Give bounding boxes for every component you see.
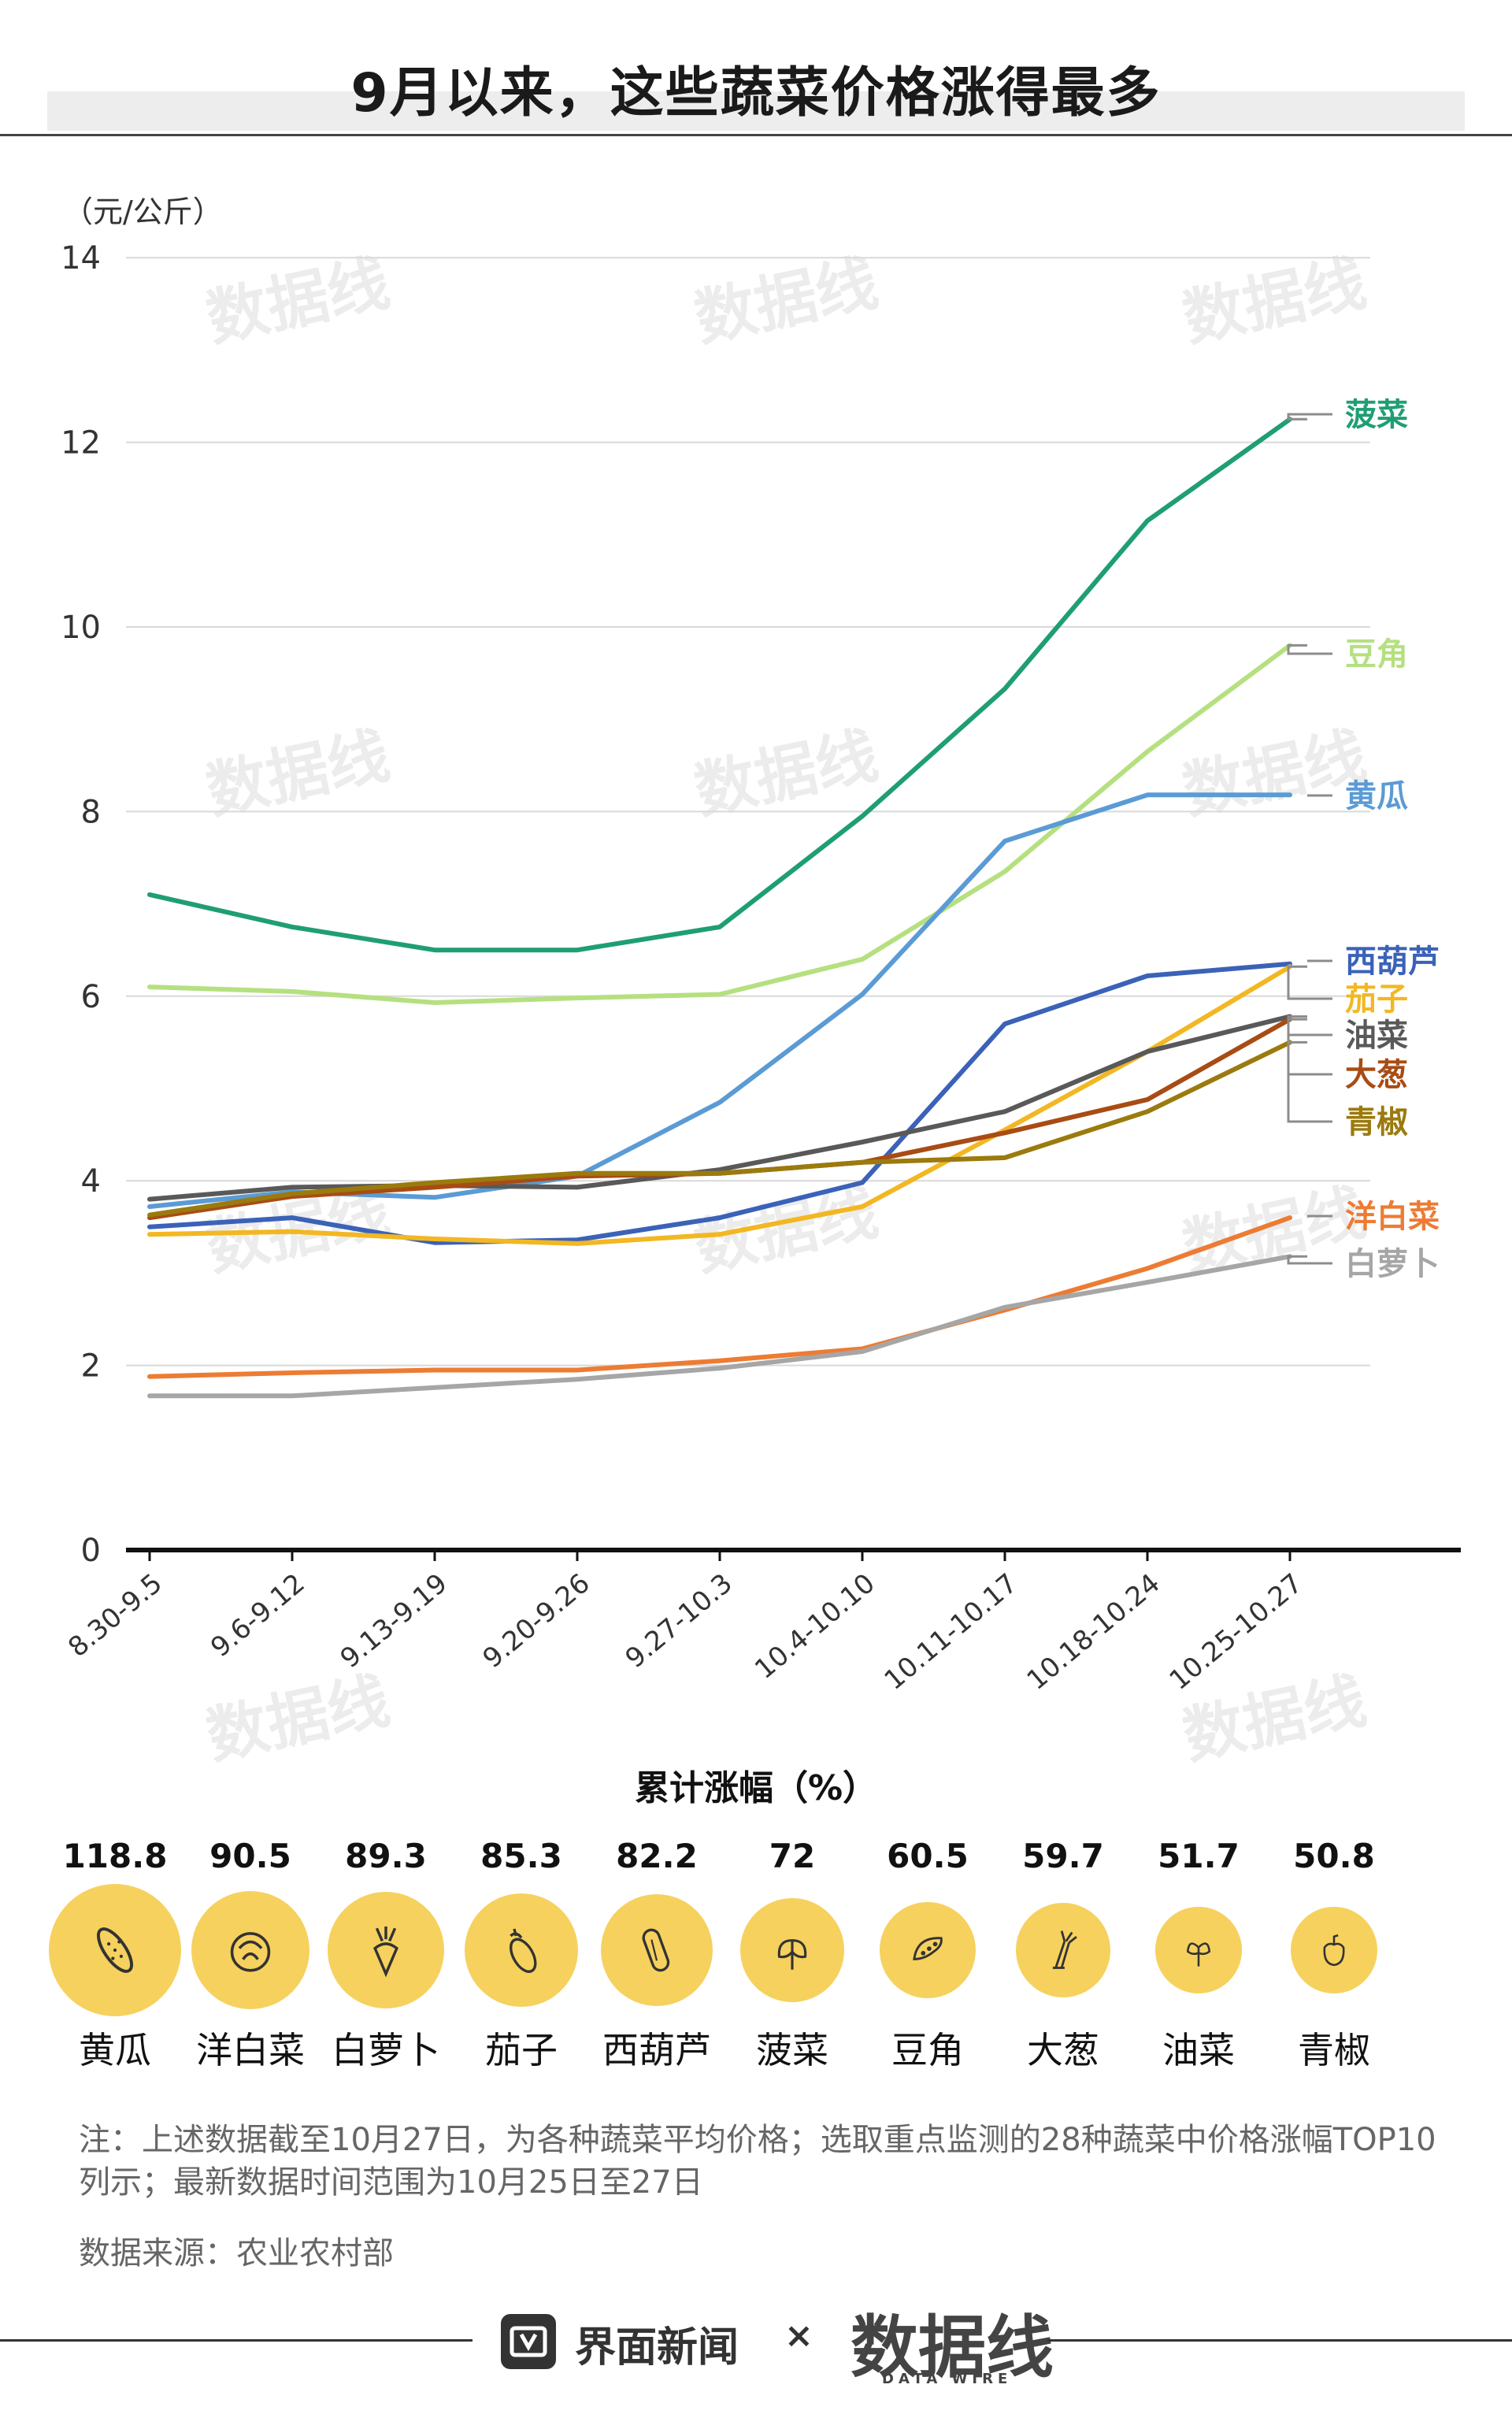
- growth-value: 51.7: [1158, 1837, 1240, 1875]
- series-line: [147, 1215, 1292, 1379]
- series-line: [147, 961, 1292, 1245]
- x-tick-label: 9.27-10.3: [620, 1567, 739, 1674]
- footnote: 注：上述数据截至10月27日，为各种蔬菜平均价格；选取重点监测的28种蔬菜中价格…: [79, 2122, 1436, 2201]
- vegetable-name: 白萝卜: [332, 2029, 440, 2071]
- footer-divider-left: [0, 2339, 472, 2342]
- scallion-icon: [1052, 1930, 1077, 1969]
- y-tick-label: 14: [61, 240, 101, 276]
- pepper-icon: [1323, 1934, 1345, 1967]
- growth-circle: [880, 1902, 976, 1998]
- y-tick-label: 0: [81, 1533, 101, 1569]
- vegetable-name: 洋白菜: [196, 2029, 305, 2071]
- series-line: [147, 1014, 1292, 1202]
- title-divider: [0, 134, 1512, 136]
- growth-circle: [328, 1892, 444, 2008]
- y-tick-label: 12: [61, 425, 101, 462]
- growth-circle: [465, 1893, 578, 2007]
- series-label: 西葫芦: [1345, 944, 1440, 980]
- growth-circle: [191, 1891, 309, 2009]
- series-line: [147, 417, 1292, 953]
- series-line: [147, 1040, 1292, 1218]
- y-tick-label: 6: [81, 979, 101, 1015]
- vegetable-name: 菠菜: [756, 2029, 828, 2071]
- footer-separator: ×: [784, 2316, 813, 2356]
- footer-brand: 界面新闻: [575, 2324, 739, 2372]
- vegetable-name: 青椒: [1298, 2029, 1370, 2071]
- vegetable-name: 西葫芦: [602, 2029, 711, 2071]
- jiemian-logo-icon: [501, 2314, 556, 2369]
- growth-value: 82.2: [616, 1837, 698, 1875]
- x-tick-label: 8.30-9.5: [62, 1567, 169, 1663]
- growth-circle: [49, 1884, 181, 2016]
- vegetable-name: 豆角: [891, 2029, 964, 2071]
- series-label: 洋白菜: [1345, 1199, 1440, 1235]
- series-label: 白萝卜: [1345, 1246, 1440, 1282]
- x-tick-label: 10.25-10.27: [1164, 1567, 1309, 1697]
- series-label: 青椒: [1345, 1104, 1408, 1140]
- radish-icon: [373, 1926, 398, 1978]
- growth-value: 118.8: [62, 1837, 168, 1875]
- growth-value: 90.5: [209, 1837, 291, 1875]
- cumulative-list: 118.8 黄瓜 90.5 洋白菜 89.3 白萝卜 85.3 茄子 82.2 西葫芦 72 菠菜 60…: [44, 1837, 1477, 2089]
- x-tick-label: 10.18-10.24: [1021, 1567, 1166, 1697]
- page-title: 9月以来，这些蔬菜价格涨得最多: [350, 62, 1162, 124]
- growth-circle: [1016, 1903, 1110, 1997]
- title-background: [47, 91, 1465, 131]
- vegetable-name: 茄子: [485, 2029, 558, 2071]
- y-tick-label: 8: [81, 794, 101, 830]
- growth-value: 89.3: [345, 1837, 427, 1875]
- x-tick-label: 9.6-9.12: [205, 1567, 311, 1663]
- line-chart: （元/公斤） 0 2 4 6 8 10 12 14 8.30-9.5 9.6-9.12 9.13-9.…: [61, 195, 1461, 1697]
- footer-brand-datawire-sub: DATA WIRE: [882, 2371, 1013, 2387]
- growth-value: 85.3: [480, 1837, 562, 1875]
- series-line: [147, 792, 1292, 1209]
- x-tick-label: 9.20-9.26: [477, 1567, 596, 1674]
- cucumber-icon: [97, 1927, 133, 1973]
- eggplant-icon: [510, 1928, 537, 1973]
- growth-value: 72: [769, 1837, 816, 1875]
- y-tick-label: 2: [81, 1348, 101, 1385]
- growth-value: 59.7: [1022, 1837, 1104, 1875]
- y-tick-label: 4: [81, 1163, 101, 1200]
- growth-circle: [601, 1894, 713, 2006]
- label-leader-line: [1287, 413, 1332, 421]
- series-label: 大葱: [1345, 1057, 1408, 1093]
- x-tick-label: 10.4-10.10: [749, 1567, 881, 1685]
- footer-brand-datawire: 数据线: [850, 2308, 1054, 2387]
- growth-value: 60.5: [887, 1837, 969, 1875]
- cumulative-title: 累计涨幅（%）: [634, 1768, 878, 1808]
- cabbage-icon: [230, 1932, 271, 1972]
- series-line: [147, 964, 1292, 1246]
- data-source: 数据来源：农业农村部: [79, 2235, 394, 2271]
- series-label: 豆角: [1345, 636, 1408, 673]
- series-label: 油菜: [1345, 1018, 1408, 1054]
- label-leader-line: [1287, 643, 1332, 655]
- vegetable-name: 大葱: [1027, 2029, 1099, 2071]
- label-leader-line: [1287, 965, 1332, 1000]
- zucchini-icon: [642, 1928, 670, 1972]
- vegetable-name: 油菜: [1162, 2029, 1235, 2071]
- series-label: 茄子: [1345, 981, 1408, 1018]
- x-tick-label: 9.13-9.19: [335, 1567, 454, 1674]
- vegetable-name: 黄瓜: [79, 2029, 151, 2071]
- label-leader-line: [1287, 1018, 1332, 1076]
- label-leader-line: [1287, 1255, 1332, 1265]
- spinach-icon: [777, 1939, 807, 1970]
- greens-icon: [1186, 1942, 1211, 1967]
- series-line: [147, 643, 1292, 1005]
- series-label: 菠菜: [1345, 397, 1408, 433]
- growth-circle: [1155, 1907, 1242, 1993]
- growth-circle: [1291, 1907, 1377, 1993]
- growth-value: 50.8: [1293, 1837, 1375, 1875]
- series-label: 黄瓜: [1345, 778, 1408, 814]
- y-axis-label: （元/公斤）: [63, 195, 223, 229]
- x-tick-label: 10.11-10.17: [879, 1567, 1024, 1697]
- label-leader-line: [1287, 1040, 1332, 1123]
- series-line: [147, 1254, 1292, 1399]
- footer-divider-right: [1047, 2339, 1512, 2342]
- growth-circle: [740, 1898, 844, 2002]
- y-tick-label: 10: [61, 610, 101, 646]
- bean-icon: [913, 1937, 943, 1960]
